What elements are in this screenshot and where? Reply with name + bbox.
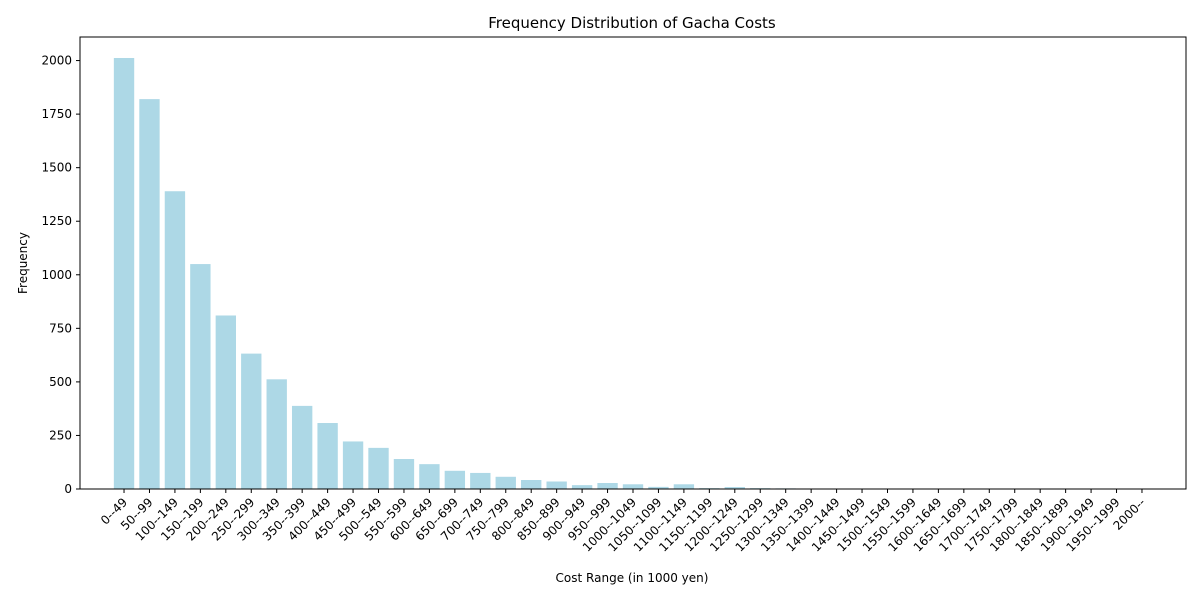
x-axis-label: Cost Range (in 1000 yen) [556, 571, 709, 585]
y-tick-label: 1500 [41, 161, 72, 175]
y-tick-label: 0 [64, 482, 72, 496]
bar-300--349 [266, 379, 287, 489]
x-axis: 0--4950--99100--149150--199200--249250--… [98, 489, 1148, 554]
bar-550--599 [393, 459, 415, 489]
bar-200--249 [215, 315, 237, 489]
bar-700--749 [470, 472, 491, 489]
bar-1200--1249 [724, 487, 745, 489]
bar-750--799 [495, 476, 516, 489]
bar-850--899 [546, 481, 567, 489]
y-axis-label: Frequency [16, 232, 30, 294]
bar-0--49 [113, 57, 135, 489]
bar-450--499 [342, 441, 364, 489]
bar-250--299 [241, 353, 262, 489]
y-tick-label: 750 [49, 321, 72, 335]
bar-600--649 [419, 464, 440, 489]
y-tick-label: 250 [49, 428, 72, 442]
y-tick-label: 2000 [41, 54, 72, 68]
bar-500--549 [368, 447, 389, 489]
bar-900--949 [571, 485, 593, 489]
bar-100--149 [164, 191, 186, 489]
plot-frame [79, 36, 1187, 490]
bar-1100--1149 [673, 484, 695, 489]
y-tick-label: 1750 [41, 107, 72, 121]
bar-950--999 [597, 483, 618, 489]
y-tick-label: 500 [49, 375, 72, 389]
bar-50--99 [139, 99, 160, 489]
y-tick-label: 1000 [41, 268, 72, 282]
bar-400--449 [317, 423, 338, 489]
bar-650--699 [444, 470, 466, 489]
bar-1050--1099 [648, 486, 669, 489]
y-axis: 0 250 500 750 1000 1250 1500 1750 2000 [41, 54, 80, 496]
y-tick-label: 1250 [41, 214, 72, 228]
bar-150--199 [190, 264, 211, 489]
chart-title: Frequency Distribution of Gacha Costs [488, 14, 776, 32]
bar-800--849 [521, 480, 542, 489]
bars-group [113, 57, 1127, 489]
bar-1000--1049 [622, 484, 644, 489]
bar-350--399 [291, 405, 313, 489]
